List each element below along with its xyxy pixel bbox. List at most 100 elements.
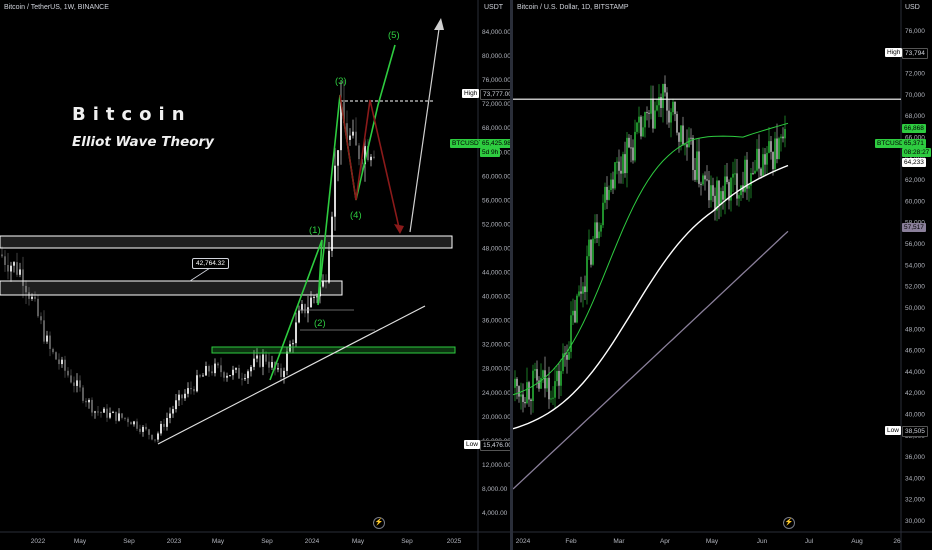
right-candle-body (752, 173, 754, 175)
left-y-tick-label: 72,000.00 (482, 101, 511, 108)
right-currency-label: USD (905, 4, 920, 11)
resistance-zone-upper (0, 235, 453, 249)
right-candle-body (556, 370, 558, 382)
left-candle-body (241, 378, 243, 380)
right-candle-body (642, 127, 644, 137)
left-candle-body (34, 296, 36, 299)
right-candle-body (652, 98, 654, 129)
left-candle-body (184, 393, 186, 399)
right-candle-body (698, 151, 700, 184)
left-candle-body (217, 363, 219, 366)
left-candle-body (118, 413, 120, 421)
left-last-price: 65,425.98 (480, 139, 511, 148)
right-candle-body (526, 382, 528, 404)
left-candle-body (31, 296, 33, 299)
right-candle-body (776, 138, 778, 160)
left-y-tick-label: 80,000.00 (482, 53, 511, 60)
right-candle-body (670, 112, 672, 123)
left-candle-body (190, 388, 192, 390)
left-candle-body (223, 372, 225, 378)
left-chart-panel: 84,000.00 80,000.00 76,000.00 72,000.00 68,0… (0, 0, 511, 550)
left-candle-body (268, 361, 270, 368)
left-candle-body (19, 269, 21, 275)
left-candle-body (256, 355, 258, 359)
right-candle-body (570, 315, 572, 352)
left-candle-body (334, 165, 336, 217)
right-candle-body (694, 169, 696, 180)
right-x-tick-label: 26 (893, 538, 901, 545)
right-candle-body (668, 110, 670, 123)
right-candle-body (734, 173, 736, 175)
right-candle-body (782, 136, 784, 139)
left-candle-body (28, 292, 30, 299)
right-y-tick-label: 46,000 (905, 348, 925, 355)
right-candle-body (622, 154, 624, 174)
lightning-icon[interactable]: ⚡ (373, 517, 385, 529)
left-x-tick-label: 2024 (305, 538, 320, 545)
left-candle-body (196, 375, 198, 392)
left-candle-body (112, 411, 114, 413)
right-candle-body (720, 191, 722, 205)
left-candle-body (304, 304, 306, 314)
left-candle-body (40, 316, 42, 321)
left-candle-body (370, 156, 372, 161)
right-y-tick-label: 60,000 (905, 198, 925, 205)
right-candle-body (568, 351, 570, 360)
ma-fast-line (513, 122, 789, 396)
right-candle-body (630, 147, 632, 149)
right-candle-body (658, 96, 660, 106)
left-x-tick-label: May (352, 538, 365, 545)
right-y-tick-label: 40,000 (905, 411, 925, 418)
right-ma-slow-value: 57,517 (902, 223, 926, 232)
right-candle-body (524, 401, 526, 404)
right-candle-body (518, 386, 520, 397)
right-candle-body (674, 101, 676, 115)
left-y-tick-label: 36,000.00 (482, 318, 511, 325)
left-candle-body (160, 423, 162, 434)
left-candle-body (136, 421, 138, 429)
left-candle-body (358, 145, 360, 160)
right-candle-body (550, 398, 552, 400)
left-x-tick-label: 2022 (31, 538, 46, 545)
callout-pointer (189, 267, 211, 282)
right-candle-body (722, 191, 724, 200)
right-y-tick-label: 48,000 (905, 326, 925, 333)
left-low-value: 15,476.00 (480, 440, 511, 451)
left-currency-label: USDT (484, 4, 504, 11)
left-candle-body (55, 352, 57, 360)
left-candle-body (355, 131, 357, 146)
right-chart-canvas: 76,00074,00072,00070,00068,00066,00064,0… (513, 0, 932, 550)
right-candle-body (604, 186, 606, 203)
left-candle-body (163, 423, 165, 427)
lightning-icon[interactable]: ⚡ (783, 517, 795, 529)
right-candle-body (700, 183, 702, 185)
support-zone-green (211, 346, 456, 354)
left-x-tick-label: 2023 (167, 538, 182, 545)
right-candle-body (600, 225, 602, 232)
left-candle-body (37, 298, 39, 317)
left-candle-body (244, 378, 246, 380)
left-candle-body (25, 285, 27, 293)
left-candle-body (166, 418, 168, 427)
right-candle-body (726, 176, 728, 183)
ascending-trendline (157, 305, 426, 445)
right-x-tick-label: Jul (805, 538, 814, 545)
right-candle-body (716, 180, 718, 211)
left-candle-body (232, 369, 234, 376)
right-candle-body (520, 394, 522, 397)
right-candle-body (624, 154, 626, 174)
right-candle-body (644, 112, 646, 128)
chart-subheading: Elliot Wave Theory (72, 134, 214, 150)
right-candle-body (578, 291, 580, 296)
right-candle-body (662, 83, 664, 108)
left-candle-body (283, 370, 285, 377)
right-chart-panel: 76,00074,00072,00070,00068,00066,00064,0… (513, 0, 932, 550)
left-candle-body (208, 366, 210, 372)
right-candle-body (732, 173, 734, 178)
right-candle-body (620, 170, 622, 174)
panel-divider[interactable] (510, 0, 513, 550)
right-y-tick-label: 30,000 (905, 518, 925, 525)
right-candle-body (616, 161, 618, 163)
left-candle-body (172, 409, 174, 414)
right-x-tick-label: Jun (757, 538, 768, 545)
